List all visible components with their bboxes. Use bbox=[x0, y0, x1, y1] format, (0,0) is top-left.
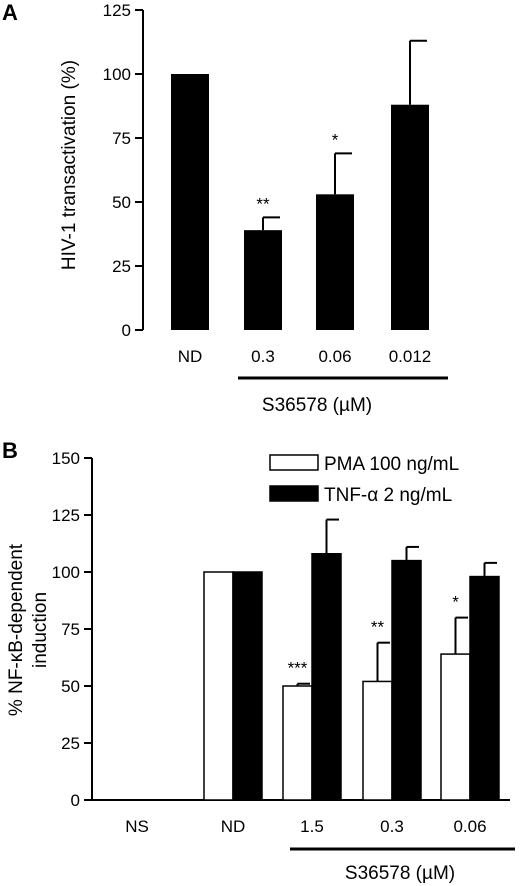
panel-a-significance: *** bbox=[256, 130, 338, 213]
panel-a-y-tick-label: 100 bbox=[103, 65, 131, 84]
panel-a-x-tick-label: 0.012 bbox=[389, 347, 432, 366]
panel-b-y-tick-label: 50 bbox=[61, 677, 80, 696]
panel-b-bar-pma bbox=[203, 571, 234, 801]
panel-b-bars bbox=[203, 553, 500, 801]
panel-b-x-tick-label: 1.5 bbox=[300, 817, 324, 836]
panel-a-y-axis-title: HIV-1 transactivation (%) bbox=[59, 60, 80, 270]
panel-b-x-tick-label: 0.06 bbox=[453, 817, 486, 836]
panel-b-significance: ****** bbox=[288, 593, 460, 678]
panel-letter-b: B bbox=[2, 438, 18, 463]
panel-b-bracket-label: S36578 (µM) bbox=[345, 863, 455, 884]
panel-b-x-tick-label: NS bbox=[125, 817, 149, 836]
panel-b-bar-pma bbox=[282, 685, 313, 801]
panel-b-bar-tnf bbox=[391, 559, 422, 801]
panel-b-bar-pma bbox=[440, 653, 471, 801]
panel-a-significance-mark: ** bbox=[256, 194, 270, 213]
panel-a: A HIV-1 transactivation (%) 0 25 50 75 100 12… bbox=[2, 0, 448, 416]
panel-a-error-bars bbox=[262, 39, 427, 231]
panel-b-y-tick-label: 100 bbox=[52, 563, 80, 582]
panel-b-y-tick-label: 0 bbox=[71, 791, 80, 810]
panel-b-y-ticks: 0 25 50 75 100 125 150 bbox=[52, 449, 92, 810]
panel-b-y-tick-label: 25 bbox=[61, 734, 80, 753]
legend-swatch-tnf bbox=[269, 485, 319, 502]
panel-b-significance-mark: *** bbox=[288, 659, 308, 678]
panel-a-x-ticks: ND 0.3 0.06 0.012 bbox=[178, 347, 432, 366]
panel-a-x-tick-label: 0.06 bbox=[318, 347, 351, 366]
panel-a-y-tick-label: 0 bbox=[122, 321, 131, 340]
panel-a-bar bbox=[171, 74, 209, 330]
panel-a-x-tick-label: 0.3 bbox=[251, 347, 275, 366]
panel-a-bar bbox=[244, 230, 282, 330]
panel-a-bracket-label: S36578 (µM) bbox=[262, 395, 372, 416]
panel-a-bar bbox=[316, 194, 354, 330]
panel-b-bar-tnf bbox=[469, 575, 500, 801]
panel-a-y-tick-label: 75 bbox=[112, 129, 131, 148]
panel-a-x-tick-label: ND bbox=[178, 347, 203, 366]
panel-letter-a: A bbox=[2, 0, 18, 25]
legend-swatch-pma bbox=[269, 454, 319, 471]
panel-b-legend: PMA 100 ng/mL TNF-α 2 ng/mL bbox=[269, 454, 459, 506]
panel-b-y-tick-label: 75 bbox=[61, 620, 80, 639]
panel-b-x-tick-label: ND bbox=[221, 817, 246, 836]
panel-b-significance-mark: * bbox=[452, 593, 459, 612]
panel-b-x-tick-label: 0.3 bbox=[380, 817, 404, 836]
panel-b-bar-tnf bbox=[311, 553, 342, 801]
legend-label-pma: PMA 100 ng/mL bbox=[324, 454, 459, 475]
panel-b-significance-mark: ** bbox=[371, 618, 385, 637]
panel-b-y-axis-title-line1: % NF-κB-dependent bbox=[6, 543, 27, 716]
legend-label-tnf: TNF-α 2 ng/mL bbox=[324, 485, 452, 506]
panel-b-bar-tnf bbox=[232, 571, 263, 801]
panel-b-y-axis-title-line2: induction bbox=[30, 592, 51, 668]
panel-a-bar bbox=[391, 104, 429, 330]
panel-b-y-tick-label: 125 bbox=[52, 506, 80, 525]
panel-a-y-tick-label: 125 bbox=[103, 1, 131, 20]
panel-b-bar-pma bbox=[362, 680, 393, 801]
panel-a-y-tick-label: 25 bbox=[112, 257, 131, 276]
panel-a-y-tick-label: 50 bbox=[112, 193, 131, 212]
panel-b-y-tick-label: 150 bbox=[52, 449, 80, 468]
panel-b-x-ticks: NS ND 1.5 0.3 0.06 bbox=[125, 817, 486, 836]
panel-a-significance-mark: * bbox=[332, 130, 339, 149]
panel-b-error-bars bbox=[296, 518, 497, 686]
panel-a-bars bbox=[171, 74, 429, 330]
panel-b: B % NF-κB-dependent induction 0 25 50 75 100… bbox=[2, 438, 515, 884]
panel-a-y-ticks: 0 25 50 75 100 125 bbox=[103, 1, 143, 340]
